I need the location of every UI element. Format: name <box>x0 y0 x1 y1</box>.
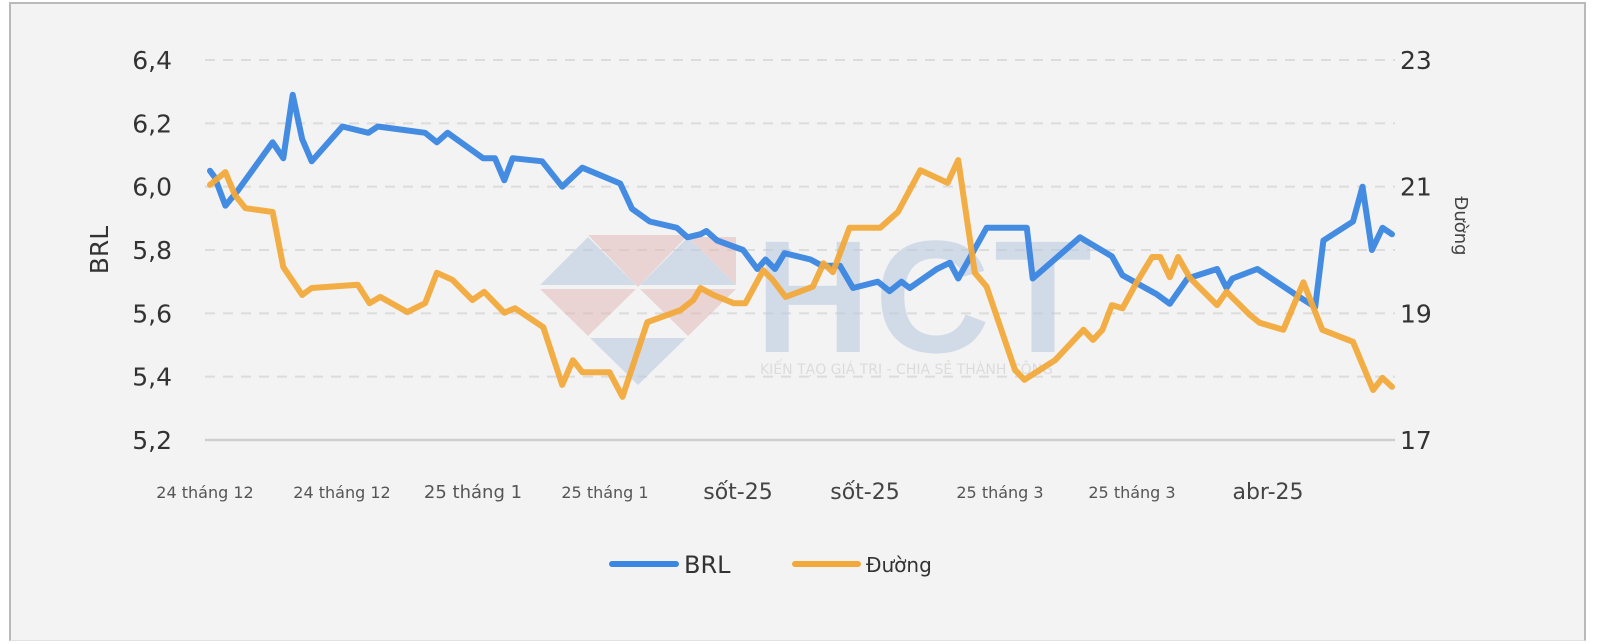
dual-axis-line-chart: HCT KIẾN TẠO GIÁ TRỊ - CHIA SẺ THÀNH CÔN… <box>85 46 1471 579</box>
series-lines <box>207 91 1395 400</box>
legend-label-duong: Đường <box>866 553 932 577</box>
logo-triangle <box>588 235 688 287</box>
legend-label-brl: BRL <box>684 551 731 579</box>
x-tick-label: abr-25 <box>1232 480 1303 505</box>
y-right-tick-label: 17 <box>1400 426 1432 455</box>
logo-triangle <box>540 237 636 285</box>
y-tick-label: 6,0 <box>132 173 172 202</box>
x-tick-label: 25 tháng 3 <box>1088 483 1175 502</box>
y-tick-label: 6,2 <box>132 109 172 138</box>
series-line-brl[interactable] <box>207 91 1395 310</box>
logo-triangle <box>640 237 736 285</box>
watermark-tagline: KIẾN TẠO GIÁ TRỊ - CHIA SẺ THÀNH CÔNG <box>760 359 1053 378</box>
x-axis: 24 tháng 12 24 tháng 12 25 tháng 1 25 tháng… <box>156 480 1303 505</box>
y-tick-label: 5,8 <box>132 236 172 265</box>
logo-triangle <box>640 289 736 336</box>
x-tick-label: 25 tháng 3 <box>956 483 1043 502</box>
y-tick-label: 5,6 <box>132 299 172 328</box>
legend-item-brl[interactable]: BRL <box>609 551 731 579</box>
x-tick-label: 25 tháng 1 <box>424 482 522 503</box>
y-tick-label: 5,2 <box>132 426 172 455</box>
x-tick-label: sốt-25 <box>830 480 899 505</box>
y-axis-right-title: Đường <box>1450 196 1471 255</box>
y-axis-left: 6,4 6,2 6,0 5,8 5,6 5,4 5,2 <box>132 46 172 455</box>
legend: BRL Đường <box>609 551 932 579</box>
x-tick-label: 25 tháng 1 <box>561 483 648 502</box>
logo-triangle <box>590 338 686 385</box>
y-right-tick-label: 21 <box>1400 173 1432 202</box>
x-tick-label: sốt-25 <box>703 480 772 505</box>
legend-item-duong[interactable]: Đường <box>792 553 932 577</box>
logo-triangle <box>540 289 636 336</box>
gridlines <box>205 59 1395 442</box>
y-tick-label: 5,4 <box>132 363 172 392</box>
y-axis-left-title: BRL <box>85 226 114 275</box>
series-line-duong[interactable] <box>207 157 1395 400</box>
y-right-tick-label: 19 <box>1400 299 1432 328</box>
chart-frame: HCT KIẾN TẠO GIÁ TRỊ - CHIA SẺ THÀNH CÔN… <box>9 2 1586 641</box>
logo-triangle <box>688 237 736 285</box>
x-tick-label: 24 tháng 12 <box>156 483 253 502</box>
y-axis-right: 23 21 19 17 <box>1400 46 1432 455</box>
watermark-logo-text: HCT <box>755 207 1096 386</box>
watermark-logo: HCT KIẾN TẠO GIÁ TRỊ - CHIA SẺ THÀNH CÔN… <box>540 207 1096 386</box>
y-tick-label: 6,4 <box>132 46 172 75</box>
x-tick-label: 24 tháng 12 <box>293 483 390 502</box>
y-right-tick-label: 23 <box>1400 46 1432 75</box>
